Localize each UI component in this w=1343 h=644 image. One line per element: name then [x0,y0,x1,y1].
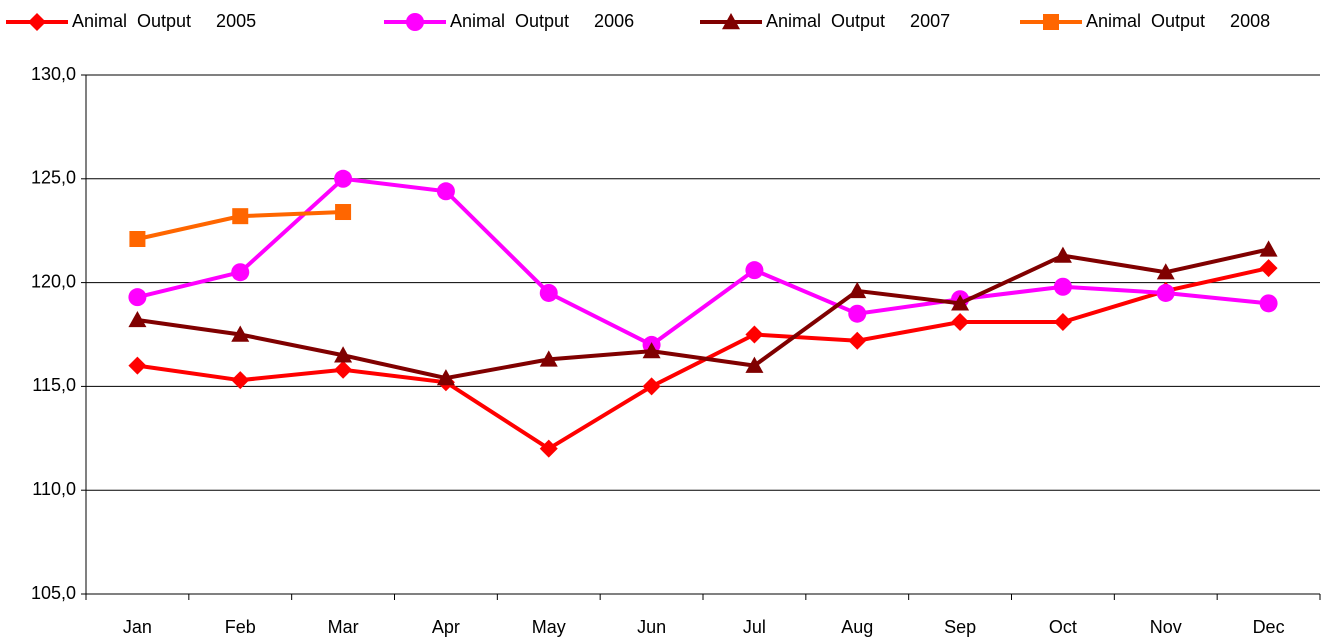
data-point [1259,294,1278,313]
data-point [539,439,558,458]
data-point [128,356,147,375]
data-point [1259,240,1278,257]
x-tick-label: Oct [1049,617,1077,637]
y-tick-label: 110,0 [32,479,76,499]
data-point [848,304,867,323]
x-tick-label: Jan [123,617,152,637]
legend-label: Animal Output 2005 [72,11,256,31]
data-point [231,371,250,390]
x-tick-label: Jul [743,617,766,637]
data-point [334,346,353,363]
legend-marker [1043,14,1059,30]
x-tick-label: Nov [1150,617,1182,637]
legend-label: Animal Output 2006 [450,11,634,31]
data-point [436,182,455,201]
legend-marker [722,13,740,30]
data-point [848,281,867,299]
data-point [1259,259,1278,278]
data-point [745,356,764,373]
y-tick-label: 130,0 [31,64,76,84]
y-tick-label: 115,0 [32,375,76,395]
data-point [539,350,558,367]
x-tick-label: May [532,617,566,637]
series-line [136,176,1269,348]
x-tick-label: Mar [328,617,359,637]
data-point [1053,313,1072,332]
data-point [642,377,661,396]
data-point [334,169,353,188]
y-tick-label: 125,0 [31,168,76,188]
data-point [334,360,353,379]
data-point [129,231,146,248]
data-point [1156,283,1175,302]
legend-label: Animal Output 2008 [1086,11,1270,31]
data-point [232,208,249,225]
data-point [642,342,661,359]
data-point [128,310,147,328]
legend-marker [406,13,424,31]
data-point [745,325,764,344]
data-point [745,261,764,280]
x-tick-label: Dec [1253,617,1285,637]
data-point [1053,246,1072,263]
data-point [1156,263,1175,280]
data-point [335,204,352,221]
data-point [951,313,970,332]
series-line [137,266,1270,452]
legend-marker [28,13,46,31]
data-point [128,288,147,307]
x-tick-label: Apr [432,617,460,637]
data-point [231,263,250,282]
data-point [231,325,250,342]
data-point [539,283,558,302]
data-point [436,369,455,386]
x-tick-label: Sep [944,617,976,637]
x-tick-label: Jun [637,617,666,637]
x-tick-label: Aug [841,617,873,637]
data-point [951,294,970,311]
y-tick-label: 120,0 [31,271,76,291]
legend-label: Animal Output 2007 [766,11,950,31]
data-point [848,331,867,350]
data-point [1053,277,1072,296]
y-tick-label: 105,0 [31,583,76,603]
x-tick-label: Feb [225,617,256,637]
series-line [137,247,1270,381]
